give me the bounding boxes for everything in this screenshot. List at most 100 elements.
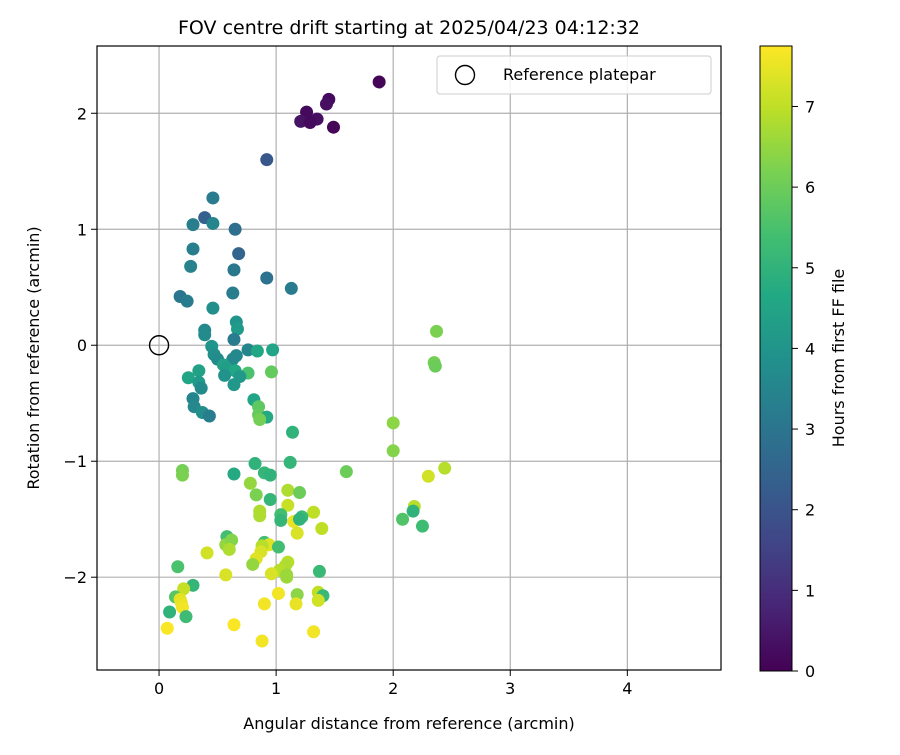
colorbar-tick-label: 3 xyxy=(805,420,815,439)
data-point xyxy=(319,97,333,111)
data-point xyxy=(248,457,262,471)
data-point xyxy=(281,483,295,497)
data-point xyxy=(219,568,233,582)
data-point xyxy=(290,526,304,540)
grid xyxy=(97,46,721,670)
data-point xyxy=(206,191,220,205)
data-point xyxy=(198,328,212,342)
legend-box xyxy=(436,55,712,95)
axis-ticks: 0 1 2 3 4 −2 −1 0 1 2 xyxy=(63,104,632,698)
colorbar-tick-label: 1 xyxy=(805,581,815,600)
y-tick-label: 0 xyxy=(77,336,87,355)
data-point xyxy=(227,618,241,632)
data-point xyxy=(227,263,241,277)
data-point xyxy=(227,332,241,346)
data-point xyxy=(206,301,220,315)
data-point xyxy=(249,488,263,502)
y-axis-label: Rotation from reference (arcmin) xyxy=(24,226,43,489)
data-point xyxy=(274,513,288,527)
data-point xyxy=(303,116,317,130)
data-point xyxy=(179,610,193,624)
data-point xyxy=(386,416,400,430)
data-point xyxy=(311,593,325,607)
data-point xyxy=(264,365,278,379)
data-point xyxy=(307,625,321,639)
y-tick-label: −2 xyxy=(63,568,87,587)
colorbar-label: Hours from first FF file xyxy=(829,269,848,448)
y-tick-label: −1 xyxy=(63,452,87,471)
data-point xyxy=(186,218,200,232)
x-tick-label: 0 xyxy=(154,679,164,698)
data-point xyxy=(307,505,321,519)
data-point xyxy=(222,542,236,556)
data-point xyxy=(260,153,274,167)
data-point xyxy=(171,560,185,574)
data-point xyxy=(194,381,208,395)
data-point xyxy=(200,546,214,560)
colorbar-tick-label: 2 xyxy=(805,501,815,520)
data-point xyxy=(266,343,280,357)
data-point xyxy=(250,344,264,358)
data-point xyxy=(438,461,452,475)
y-tick-label: 2 xyxy=(77,104,87,123)
data-point xyxy=(218,368,232,382)
reference-platepar-marker xyxy=(148,335,170,356)
data-point xyxy=(293,486,307,500)
legend-marker xyxy=(454,64,476,86)
chart-title: FOV centre drift starting at 2025/04/23 … xyxy=(178,17,640,39)
data-point xyxy=(175,468,189,482)
data-point xyxy=(283,455,297,469)
data-point xyxy=(160,621,174,635)
legend: Reference platepar xyxy=(436,55,712,95)
data-points xyxy=(148,75,452,648)
data-point xyxy=(430,324,444,338)
data-point xyxy=(280,570,294,584)
data-point xyxy=(260,271,274,285)
data-point xyxy=(264,567,278,581)
data-point xyxy=(271,586,285,600)
data-point xyxy=(263,468,277,482)
data-point xyxy=(372,75,386,89)
data-point xyxy=(230,322,244,336)
data-point xyxy=(227,467,241,481)
data-point xyxy=(421,469,435,483)
data-point xyxy=(192,364,206,378)
data-point xyxy=(177,582,191,596)
data-point xyxy=(163,605,177,619)
data-point xyxy=(227,378,241,392)
data-point xyxy=(263,493,277,507)
colorbar-tick-label: 6 xyxy=(805,178,815,197)
data-point xyxy=(326,120,340,134)
colorbar-gradient xyxy=(759,45,793,672)
data-point xyxy=(339,465,353,479)
x-tick-label: 1 xyxy=(271,679,281,698)
data-point xyxy=(315,521,329,535)
data-point xyxy=(271,540,285,554)
data-point xyxy=(253,412,267,426)
plot-frame xyxy=(96,45,722,671)
data-point xyxy=(257,597,271,611)
x-tick-label: 3 xyxy=(505,679,515,698)
legend-label: Reference platepar xyxy=(503,65,656,84)
colorbar-tick-label: 0 xyxy=(805,662,815,681)
data-point xyxy=(312,564,326,578)
data-point xyxy=(406,504,420,518)
data-point xyxy=(226,352,240,366)
data-point xyxy=(243,476,257,490)
colorbar-tick-label: 4 xyxy=(805,339,815,358)
data-point xyxy=(396,512,410,526)
data-point xyxy=(180,294,194,308)
data-point xyxy=(253,509,267,523)
y-tick-label: 1 xyxy=(77,220,87,239)
data-point xyxy=(184,259,198,273)
x-axis-label: Angular distance from reference (arcmin) xyxy=(243,714,574,733)
data-point xyxy=(228,222,242,236)
data-point xyxy=(428,359,442,373)
data-point xyxy=(286,425,300,439)
data-point xyxy=(415,519,429,533)
data-point xyxy=(281,498,295,512)
data-point xyxy=(206,216,220,230)
data-point xyxy=(186,242,200,256)
data-point xyxy=(255,634,269,648)
